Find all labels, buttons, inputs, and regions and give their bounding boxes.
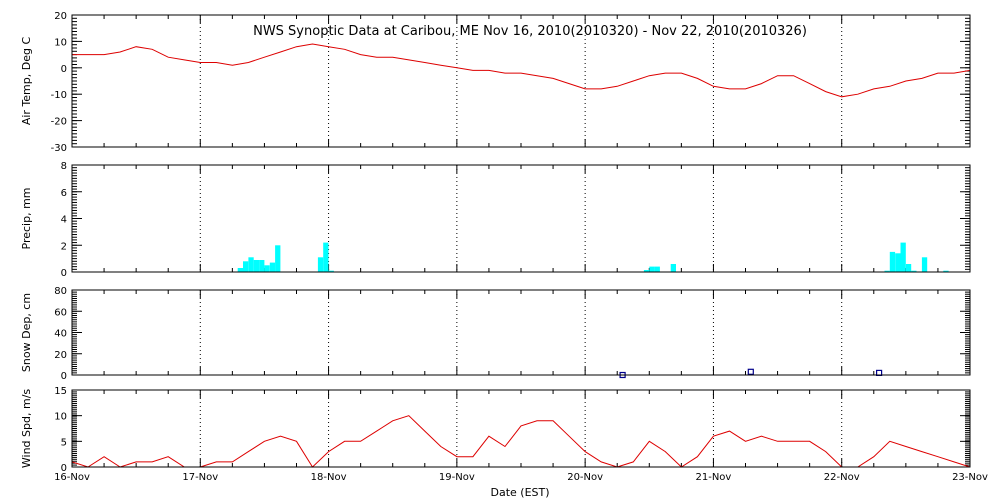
temp-y-tick-label: 0 bbox=[61, 64, 67, 75]
precip-bar bbox=[264, 265, 270, 272]
x-tick-label: 16-Nov bbox=[54, 472, 90, 483]
temp-y-tick-label: 10 bbox=[54, 37, 67, 48]
temp-y-tick-label: 20 bbox=[54, 11, 67, 22]
precip-bar bbox=[649, 266, 655, 272]
chart-title: NWS Synoptic Data at Caribou, ME Nov 16,… bbox=[253, 24, 807, 39]
precip-bar bbox=[889, 251, 896, 272]
precip-bar bbox=[243, 261, 249, 272]
precip-bar bbox=[654, 266, 660, 272]
wind-frame bbox=[71, 389, 971, 468]
precip-panel: 0 2 4 6 8 Precip, mm bbox=[20, 161, 971, 279]
precip-bar bbox=[269, 262, 276, 272]
wind-series-line bbox=[71, 415, 971, 468]
precip-bar bbox=[900, 242, 906, 272]
x-tick-label: 21-Nov bbox=[695, 472, 731, 483]
temp-frame bbox=[71, 14, 971, 148]
precip-y-tick-label: 2 bbox=[61, 241, 67, 252]
wind-y-tick-label: 5 bbox=[61, 437, 67, 448]
snow-y-tick-label: 80 bbox=[54, 286, 67, 297]
temp-y-axis-title: Air Temp, Deg C bbox=[20, 37, 33, 126]
precip-y-axis-title: Precip, mm bbox=[20, 188, 33, 250]
temp-series-line bbox=[72, 43, 971, 98]
precip-bar bbox=[921, 257, 928, 272]
temp-y-tick-label: -20 bbox=[51, 117, 67, 128]
x-axis-title: Date (EST) bbox=[490, 486, 549, 499]
temp-y-tick-label: -30 bbox=[51, 143, 67, 154]
precip-bar bbox=[237, 268, 243, 272]
wind-y-tick-label: 10 bbox=[54, 412, 67, 423]
precip-bar bbox=[911, 270, 917, 272]
temp-panel: 20 10 0 -10 -20 -30 Air Temp, Deg C bbox=[20, 11, 971, 154]
snow-depth-marker bbox=[747, 368, 754, 375]
precip-bar bbox=[884, 270, 890, 272]
snow-frame bbox=[71, 289, 971, 376]
precip-bar bbox=[317, 257, 324, 272]
wind-y-tick-label: 15 bbox=[54, 386, 67, 397]
precip-bar bbox=[259, 260, 265, 272]
snow-panel: 0 20 40 60 80 Snow Dep, cm bbox=[20, 286, 971, 382]
wind-y-tick-label: 0 bbox=[61, 463, 67, 474]
x-tick-label: 17-Nov bbox=[182, 472, 218, 483]
precip-bar bbox=[275, 245, 281, 273]
precip-y-tick-label: 0 bbox=[61, 268, 67, 279]
temp-y-tick-label: -10 bbox=[51, 90, 67, 101]
precip-bar bbox=[323, 242, 329, 272]
precip-y-tick-label: 6 bbox=[61, 188, 67, 199]
x-tick-label: 23-Nov bbox=[952, 472, 988, 483]
precip-y-tick-label: 8 bbox=[61, 161, 67, 172]
snow-y-tick-label: 0 bbox=[61, 371, 67, 382]
snow-y-tick-label: 40 bbox=[54, 329, 67, 340]
precip-bar bbox=[253, 260, 259, 272]
precip-frame bbox=[71, 164, 971, 273]
x-tick-label: 19-Nov bbox=[439, 472, 475, 483]
snow-y-tick-label: 20 bbox=[54, 350, 67, 361]
x-tick-label: 22-Nov bbox=[824, 472, 860, 483]
x-tick-label: 18-Nov bbox=[311, 472, 347, 483]
precip-bar bbox=[905, 264, 912, 272]
precip-y-tick-label: 4 bbox=[61, 215, 67, 226]
precip-bar bbox=[248, 257, 254, 272]
precip-bar bbox=[643, 270, 650, 272]
precip-bar bbox=[895, 253, 901, 272]
snow-y-axis-title: Snow Dep, cm bbox=[20, 293, 33, 372]
precip-bar bbox=[943, 270, 949, 272]
x-tick-label: 20-Nov bbox=[567, 472, 603, 483]
precip-bar bbox=[670, 264, 676, 272]
panels-layer: 20 10 0 -10 -20 -30 Air Temp, Deg C 0 2 4 6 8 Precip… bbox=[20, 11, 988, 483]
wind-panel: 0 5 10 15 Wind Spd, m/s bbox=[20, 386, 971, 474]
snow-y-tick-label: 60 bbox=[54, 307, 67, 318]
precip-bar bbox=[328, 270, 334, 272]
wind-y-axis-title: Wind Spd, m/s bbox=[20, 389, 33, 469]
